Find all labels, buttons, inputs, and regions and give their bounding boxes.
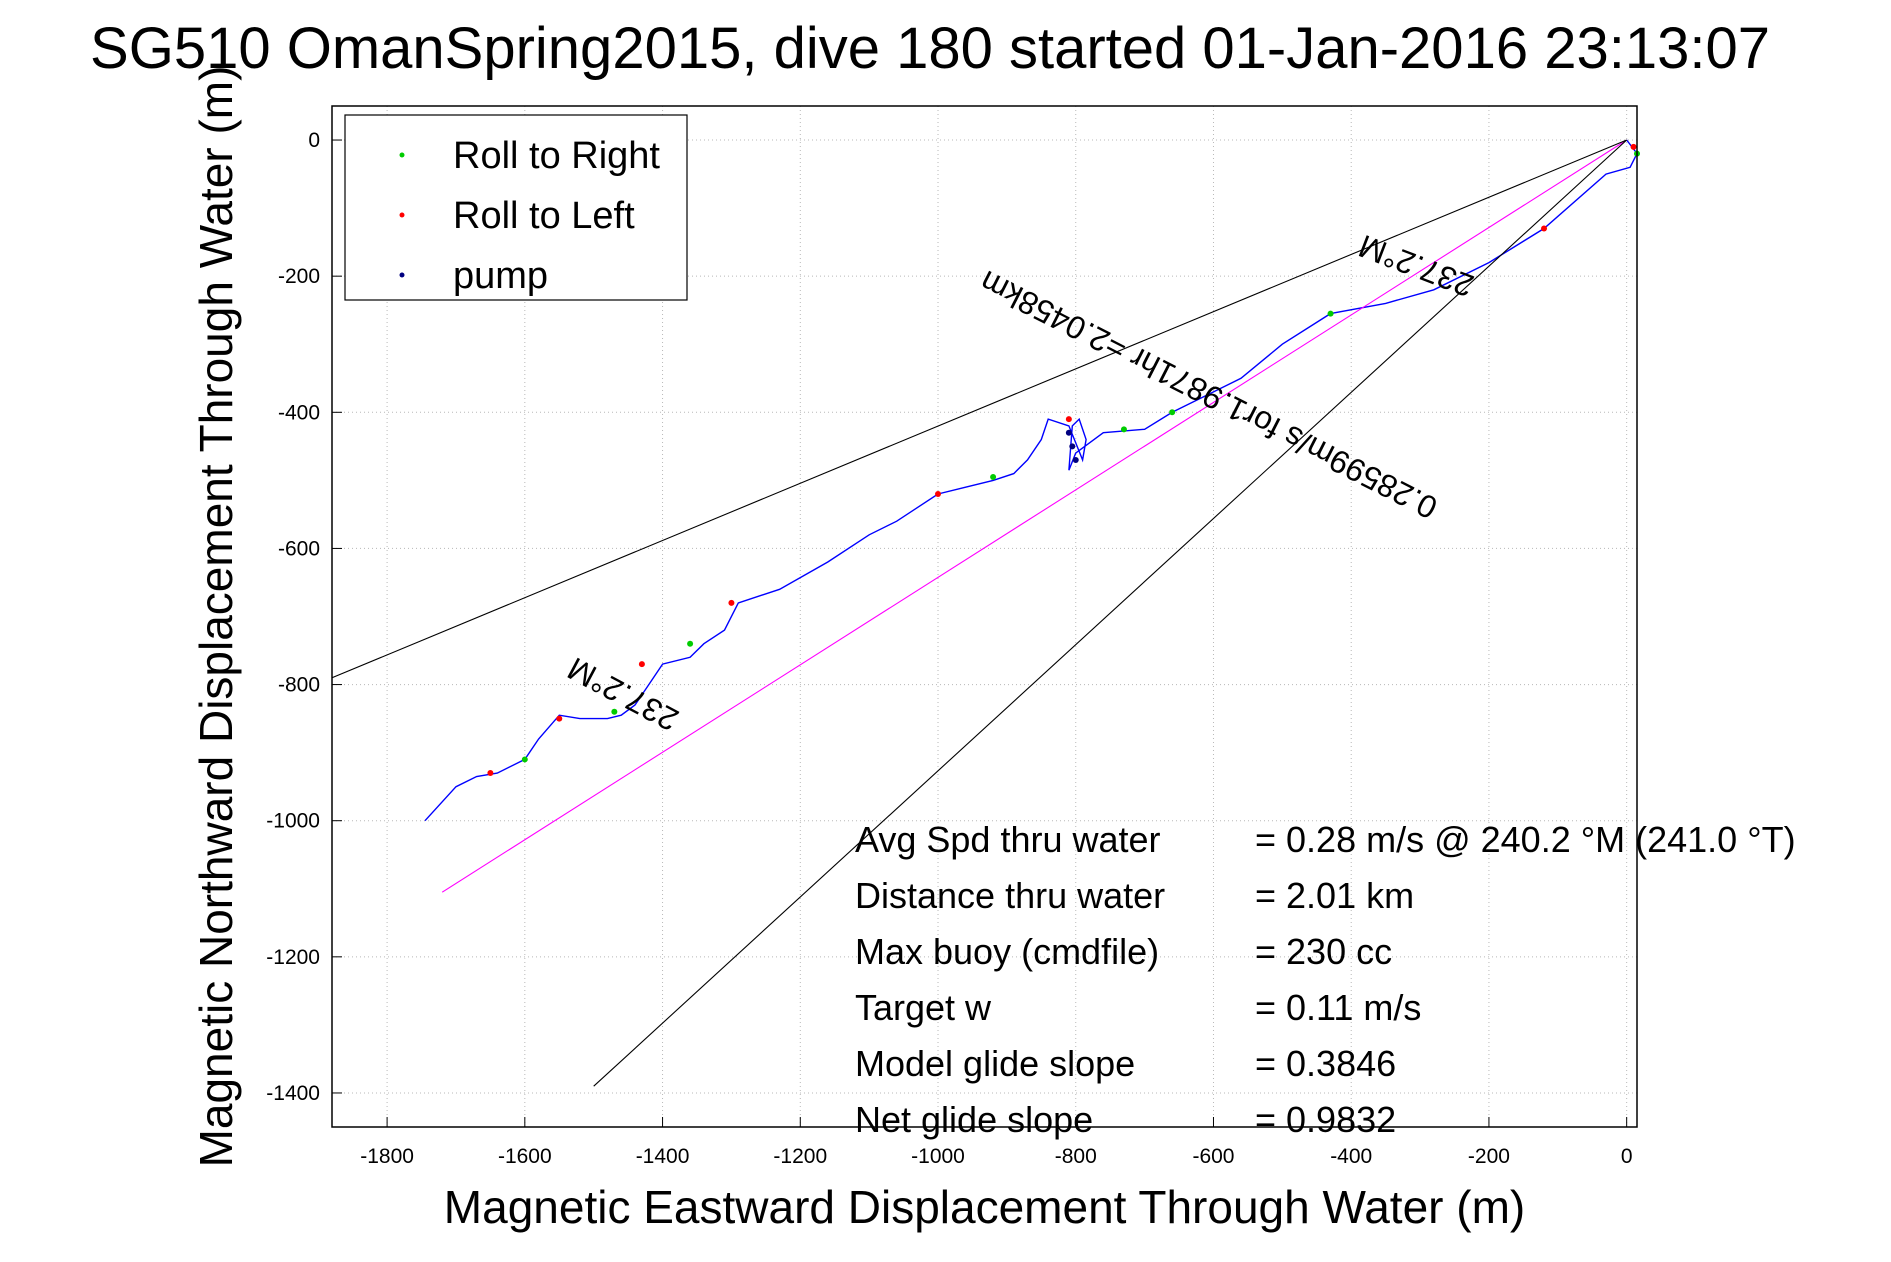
y-axis-label: Magnetic Northward Displacement Through … [190,66,242,1168]
legend-label: pump [453,255,548,297]
stat-label: Net glide slope [855,1099,1093,1140]
roll-right-marker [1328,311,1334,317]
roll-left-marker [935,491,941,497]
legend-marker [400,153,405,158]
x-tick-label: -800 [1055,1145,1097,1168]
x-axis-label: Magnetic Eastward Displacement Through W… [444,1181,1525,1233]
stat-label: Distance thru water [855,875,1165,916]
x-tick-label: -1600 [498,1145,552,1168]
roll-left-marker [639,661,645,667]
roll-left-marker [1541,226,1547,232]
stat-label: Target w [855,987,992,1028]
pump-marker [1069,443,1075,449]
roll-left-marker [728,600,734,606]
stats-box: Avg Spd thru water = 0.28 m/s @ 240.2 °M … [855,819,1796,1140]
y-tick-label: -200 [278,265,320,288]
heading-annotation: 237.2°M [1354,228,1478,304]
stat-value: = 230 cc [1255,931,1392,972]
heading-annotation: 0.28599m/s for1.9871hr =2.0458km [974,264,1443,527]
legend: Roll to Right Roll to Left pump [345,115,687,300]
x-tick-label: -400 [1330,1145,1372,1168]
roll-right-marker [1169,409,1175,415]
stat-value: = 0.11 m/s [1255,987,1421,1028]
legend-label: Roll to Left [453,195,635,237]
y-tick-label: -1200 [266,946,320,969]
legend-marker [400,273,405,278]
roll-right-marker [522,756,528,762]
stat-label: Avg Spd thru water [855,819,1161,860]
y-tick-label: -800 [278,674,320,697]
legend-marker [400,213,405,218]
legend-label: Roll to Right [453,135,660,177]
stat-label: Model glide slope [855,1043,1135,1084]
y-tick-label: -600 [278,537,320,560]
x-tick-label: -1800 [360,1145,414,1168]
stat-value: = 0.9832 [1255,1099,1396,1140]
stat-value: = 0.3846 [1255,1043,1396,1084]
stat-value: = 2.01 km [1255,875,1414,916]
roll-right-marker [1121,426,1127,432]
x-tick-label: -1400 [636,1145,690,1168]
x-tick-label: 0 [1621,1145,1633,1168]
pump-marker [1066,430,1072,436]
roll-left-marker [1066,416,1072,422]
chart-svg: SG510 OmanSpring2015, dive 180 started 0… [0,0,1891,1262]
roll-left-marker [487,770,493,776]
roll-right-marker [687,641,693,647]
stat-label: Max buoy (cmdfile) [855,931,1159,972]
stat-value: = 0.28 m/s @ 240.2 °M (241.0 °T) [1255,819,1796,860]
roll-right-marker [990,474,996,480]
x-tick-label: -1200 [773,1145,827,1168]
y-tick-label: -400 [278,401,320,424]
y-tick-label: 0 [308,129,320,152]
roll-left-marker [1631,144,1637,150]
annotation-layer: 237.2°M0.28599m/s for1.9871hr =2.0458km2… [562,228,1479,738]
x-tick-label: -200 [1468,1145,1510,1168]
y-tick-label: -1400 [266,1082,320,1105]
pump-marker [1073,457,1079,463]
x-tick-label: -1000 [911,1145,965,1168]
y-tick-label: -1000 [266,810,320,833]
roll-left-marker [556,716,562,722]
chart-title: SG510 OmanSpring2015, dive 180 started 0… [90,16,1770,81]
x-tick-label: -600 [1192,1145,1234,1168]
